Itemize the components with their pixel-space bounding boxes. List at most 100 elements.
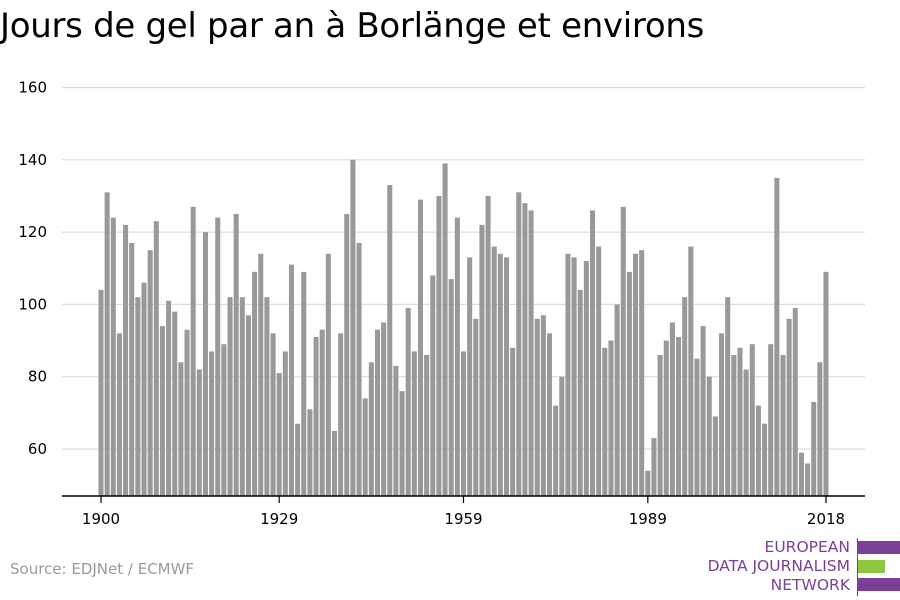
bars-group (98, 159, 829, 497)
bar-2005 (743, 369, 749, 496)
bar-1932 (295, 423, 301, 496)
x-axis-ticks: 1900 1929 1959 1989 2018 (82, 496, 845, 528)
bar-1965 (497, 253, 503, 496)
bar-1940 (344, 214, 350, 496)
bar-1913 (178, 362, 184, 496)
bar-1911 (166, 300, 172, 496)
bar-1943 (362, 398, 368, 496)
x-tick-label: 1929 (260, 510, 298, 528)
bar-1953 (424, 355, 430, 496)
bar-1919 (215, 217, 221, 496)
logo-bar-middle (858, 560, 885, 573)
x-tick-label: 2018 (807, 510, 845, 528)
bar-2000 (712, 416, 718, 496)
bar-1935 (313, 336, 319, 496)
bar-1992 (663, 340, 669, 496)
bar-1958 (454, 217, 460, 496)
bar-1996 (688, 246, 694, 496)
bar-1906 (135, 297, 141, 496)
bar-1938 (331, 430, 337, 496)
bar-1950 (405, 308, 411, 496)
bar-1978 (577, 289, 583, 496)
bar-2004 (737, 347, 743, 496)
bar-1927 (264, 297, 270, 496)
bar-1944 (368, 362, 374, 496)
bar-1933 (301, 271, 307, 496)
y-tick-label: 80 (28, 368, 47, 386)
bar-1993 (669, 322, 675, 496)
bar-1973 (546, 333, 553, 496)
bar-1949 (399, 391, 405, 496)
bar-1961 (473, 318, 479, 496)
bar-1954 (430, 275, 436, 496)
bar-1916 (196, 369, 202, 496)
bar-2006 (749, 344, 755, 496)
bar-1923 (239, 297, 245, 496)
bar-1918 (209, 351, 215, 496)
bar-1930 (282, 351, 288, 496)
x-tick-label: 1989 (629, 510, 667, 528)
logo-bar-bottom (858, 578, 900, 591)
source-note: Source: EDJNet / ECMWF (10, 560, 195, 578)
bar-2012 (786, 318, 792, 496)
y-tick-label: 60 (28, 440, 47, 458)
bar-1995 (682, 297, 688, 496)
bar-1945 (374, 329, 381, 496)
bar-1929 (276, 373, 282, 496)
bar-1951 (411, 351, 417, 496)
bar-1977 (571, 257, 577, 496)
chart-title: Jours de gel par an à Borlänge et enviro… (0, 6, 705, 46)
bar-1928 (270, 333, 276, 496)
bar-1972 (540, 315, 546, 496)
bar-1984 (614, 304, 620, 496)
bar-2017 (817, 362, 823, 496)
bar-1915 (190, 206, 196, 497)
bar-1971 (534, 318, 540, 496)
y-tick-label: 100 (18, 295, 47, 313)
bar-1914 (184, 329, 190, 496)
bar-1908 (147, 250, 153, 496)
y-axis-ticks: 60 80 100 120 140 160 (18, 79, 47, 459)
bar-1922 (233, 214, 239, 496)
bar-1986 (626, 271, 632, 496)
bar-1912 (172, 311, 178, 496)
y-tick-label: 120 (18, 223, 47, 241)
bar-2016 (811, 402, 817, 496)
bar-1980 (590, 210, 596, 496)
bar-1964 (491, 246, 497, 496)
bar-1991 (657, 355, 663, 496)
bar-2003 (731, 355, 737, 496)
logo-divider (857, 538, 858, 596)
bar-1926 (258, 253, 264, 496)
bar-1962 (479, 224, 485, 496)
bar-1909 (153, 221, 159, 496)
bar-1900 (98, 289, 104, 496)
bar-2009 (768, 344, 774, 496)
bar-1957 (448, 279, 454, 496)
bar-1903 (116, 333, 122, 496)
bar-1976 (565, 253, 571, 496)
bar-1981 (596, 246, 602, 496)
bar-1917 (202, 232, 208, 496)
bar-1947 (387, 185, 393, 496)
bar-1901 (104, 192, 110, 496)
bar-1907 (141, 282, 147, 496)
logo-text-line-1: EUROPEAN (764, 538, 850, 556)
bar-1967 (510, 347, 516, 496)
bar-1904 (123, 224, 129, 496)
y-tick-label: 160 (18, 79, 47, 97)
bar-1952 (417, 199, 424, 496)
bar-1937 (325, 253, 331, 496)
bar-1968 (516, 192, 522, 496)
bar-1970 (528, 210, 534, 496)
x-tick-label: 1900 (82, 510, 120, 528)
bar-1990 (651, 438, 657, 496)
bar-1956 (442, 163, 448, 496)
bar-1921 (227, 297, 233, 496)
bar-1924 (245, 315, 251, 496)
edjnet-logo: EUROPEAN DATA JOURNALISM NETWORK (700, 538, 900, 596)
bar-1999 (706, 376, 712, 496)
bar-1969 (522, 203, 528, 497)
bar-1941 (350, 159, 356, 496)
